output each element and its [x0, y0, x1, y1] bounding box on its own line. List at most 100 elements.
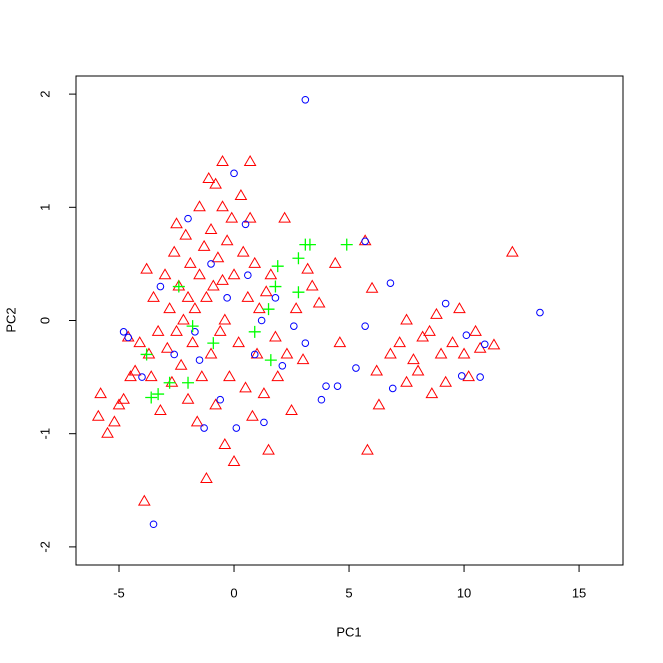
triangle-point	[505, 245, 519, 257]
circle-point	[195, 356, 204, 364]
triangle-point	[248, 256, 262, 268]
triangle-point	[400, 375, 413, 387]
circle-point	[476, 373, 484, 381]
triangle-point	[453, 302, 466, 314]
plus-point	[145, 391, 158, 404]
x-tick-label: 0	[230, 585, 237, 600]
triangle-point	[262, 443, 275, 455]
triangle-point	[147, 290, 160, 302]
triangle-point	[278, 211, 292, 223]
circle-point	[322, 382, 330, 390]
triangle-point	[227, 454, 241, 466]
circle-point	[361, 237, 369, 246]
triangle-point	[190, 415, 204, 427]
triangle-point	[211, 251, 225, 263]
triangle-point	[243, 211, 257, 223]
triangle-point	[154, 404, 167, 416]
plus-point	[299, 238, 312, 251]
x-tick-label: 5	[345, 585, 352, 600]
circle-point	[191, 328, 199, 336]
triangle-point	[121, 330, 135, 342]
triangle-point	[216, 273, 229, 285]
triangle-point	[285, 404, 298, 416]
triangle-point	[163, 302, 176, 314]
triangle-point	[112, 398, 126, 410]
triangle-point	[204, 347, 218, 359]
triangle-point	[202, 172, 216, 184]
triangle-point	[232, 336, 245, 348]
triangle-point	[289, 302, 303, 314]
triangle-point	[144, 370, 158, 382]
x-tick-label: 10	[457, 585, 471, 600]
y-tick-label: 0	[37, 317, 52, 324]
triangle-point	[209, 177, 222, 189]
triangle-point	[128, 364, 142, 376]
triangle-point	[142, 347, 156, 359]
triangle-point	[269, 330, 282, 342]
triangle-point	[181, 290, 195, 302]
triangle-point	[280, 347, 294, 359]
triangle-point	[434, 347, 448, 359]
triangle-point	[94, 387, 107, 399]
circle-point	[200, 424, 208, 432]
triangle-point	[213, 324, 227, 336]
triangle-point	[271, 370, 285, 382]
x-tick-label: 15	[572, 585, 586, 600]
circle-point	[271, 294, 280, 302]
circle-point	[223, 294, 231, 302]
triangle-point	[416, 330, 430, 342]
triangle-point	[328, 256, 342, 268]
circle-point	[230, 169, 238, 178]
triangle-point	[195, 370, 209, 382]
triangle-point	[236, 245, 250, 257]
circle-point	[441, 299, 450, 308]
triangle-point	[246, 409, 259, 421]
x-axis-label: PC1	[336, 624, 361, 639]
plus-point	[163, 376, 176, 389]
triangle-point	[462, 370, 476, 382]
triangle-point	[365, 281, 379, 293]
circle-point	[278, 361, 287, 370]
y-tick-label: 1	[37, 204, 52, 211]
circle-point	[232, 424, 241, 432]
plus-point	[248, 325, 261, 338]
triangle-point	[170, 324, 183, 336]
triangle-point	[137, 494, 151, 506]
circle-point	[138, 373, 146, 381]
triangle-point	[384, 347, 397, 359]
circle-point	[301, 95, 310, 104]
triangle-point	[439, 375, 453, 387]
circle-point	[149, 520, 158, 529]
circle-point	[290, 322, 298, 330]
circle-point	[260, 418, 268, 427]
triangle-point	[174, 358, 188, 370]
plus-point	[262, 303, 275, 316]
plot-box	[75, 75, 624, 566]
circle-point	[244, 271, 252, 280]
circle-point	[480, 340, 489, 349]
triangle-point	[225, 211, 239, 223]
x-tick-label: -5	[113, 585, 125, 600]
triangle-point	[218, 438, 232, 450]
plus-point	[269, 280, 282, 293]
triangle-point	[250, 347, 264, 359]
circle-point	[156, 282, 165, 291]
triangle-point	[241, 290, 255, 302]
plus-point	[186, 320, 199, 333]
triangle-point	[140, 262, 153, 274]
triangle-point	[158, 268, 172, 280]
triangle-point	[227, 268, 241, 280]
triangle-point	[193, 200, 206, 212]
triangle-point	[400, 313, 413, 325]
triangle-point	[259, 285, 273, 297]
circle-point	[361, 322, 369, 330]
triangle-point	[423, 324, 436, 336]
triangle-point	[101, 426, 114, 438]
triangle-point	[206, 279, 220, 291]
plus-point	[292, 252, 305, 265]
triangle-point	[257, 387, 271, 399]
triangle-point	[370, 364, 384, 376]
plus-point	[207, 337, 220, 350]
triangle-point	[457, 347, 471, 359]
circle-point	[216, 395, 225, 404]
